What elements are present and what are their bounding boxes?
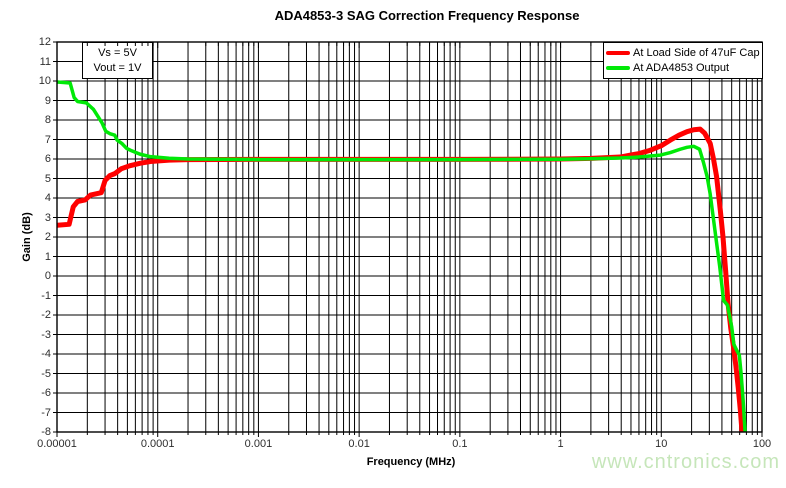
legend: At Load Side of 47uF Cap At ADA4853 Outp… bbox=[603, 42, 763, 79]
y-tick-label: -8 bbox=[41, 426, 51, 438]
legend-swatch-green-line bbox=[606, 66, 630, 71]
y-tick-label: -6 bbox=[41, 387, 51, 399]
y-tick-label: 8 bbox=[44, 114, 51, 126]
y-tick-label: 0 bbox=[44, 270, 51, 282]
y-tick-label: -5 bbox=[41, 367, 51, 380]
x-axis-title: Frequency (MHz) bbox=[366, 456, 456, 468]
y-tick-label: 4 bbox=[44, 192, 51, 204]
annotation-line-vout: Vout = 1V bbox=[93, 61, 142, 74]
x-tick-label: 0.1 bbox=[452, 438, 468, 450]
x-tick-label: 0.01 bbox=[348, 438, 370, 450]
y-tick-label: 11 bbox=[39, 55, 51, 68]
x-tick-label: 100 bbox=[752, 438, 772, 450]
y-tick-label: -3 bbox=[41, 328, 51, 341]
legend-label: At Load Side of 47uF Cap bbox=[633, 46, 760, 59]
y-tick-label: -7 bbox=[41, 406, 51, 419]
plot-area bbox=[53, 41, 763, 437]
legend-swatch-red-line bbox=[606, 50, 630, 55]
legend-label: At ADA4853 Output bbox=[633, 62, 730, 75]
y-tick-label: 2 bbox=[44, 231, 51, 243]
x-tick-label: 0.001 bbox=[244, 438, 273, 450]
annotation-line-vs: Vs = 5V bbox=[98, 46, 137, 59]
x-tick-label: 1 bbox=[557, 438, 564, 450]
conditions-annotation-box: Vs = 5V Vout = 1V bbox=[82, 42, 153, 79]
y-tick-label: 7 bbox=[44, 133, 51, 146]
x-tick-label: 0.00001 bbox=[37, 438, 77, 450]
y-tick-label: 10 bbox=[38, 75, 51, 87]
y-tick-label: 12 bbox=[38, 36, 51, 48]
y-tick-label: -4 bbox=[41, 348, 51, 360]
x-tick-label: 0.0001 bbox=[140, 438, 175, 450]
y-tick-label: -1 bbox=[41, 289, 51, 302]
y-tick-label: 1 bbox=[44, 250, 51, 263]
legend-item-ada4853-output: At ADA4853 Output bbox=[604, 61, 762, 76]
y-tick-label: 3 bbox=[44, 211, 51, 224]
y-tick-label: -2 bbox=[41, 309, 51, 321]
x-tick-label: 10 bbox=[655, 438, 668, 450]
chart-title: ADA4853-3 SAG Correction Frequency Respo… bbox=[274, 8, 580, 23]
y-tick-label: 6 bbox=[44, 153, 51, 165]
legend-item-load-side: At Load Side of 47uF Cap bbox=[604, 45, 762, 60]
watermark: www.cntronics.com bbox=[591, 451, 780, 473]
y-tick-label: 9 bbox=[44, 94, 51, 107]
y-tick-label: 5 bbox=[44, 172, 51, 185]
